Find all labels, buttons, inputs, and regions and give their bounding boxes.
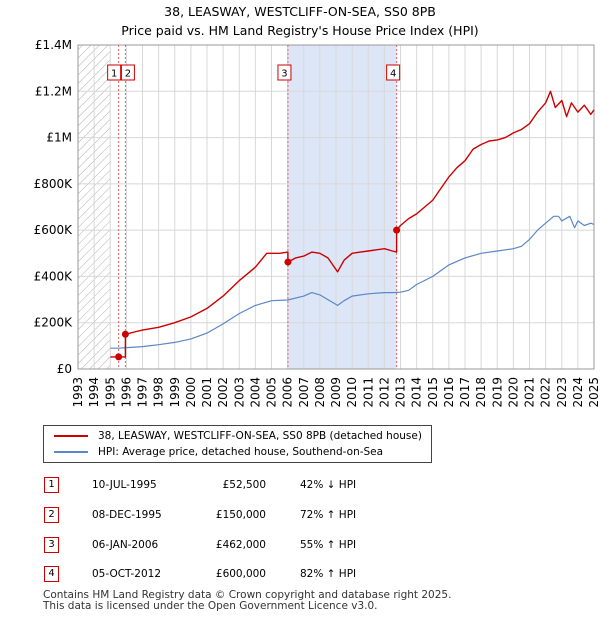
x-tick-label: 1994 — [87, 377, 101, 408]
transaction-date: 10-JUL-1995 — [92, 479, 157, 491]
y-tick-label: £800K — [34, 177, 74, 191]
x-tick-label: 2021 — [523, 377, 537, 408]
legend-hpi-label: HPI: Average price, detached house, Sout… — [98, 446, 384, 458]
sale-2-point — [121, 330, 129, 338]
transaction-price: £150,000 — [215, 509, 266, 521]
legend-hpi-line — [54, 451, 88, 453]
x-tick-label: 2009 — [329, 377, 343, 408]
transaction-price: £52,500 — [222, 479, 266, 491]
y-tick-label: £1.2M — [35, 84, 72, 98]
x-tick-label: 2006 — [281, 377, 295, 408]
sale-1-box — [107, 64, 122, 81]
legend-item-hpi: HPI: Average price, detached house, Sout… — [54, 445, 383, 459]
transaction-hpi-change: 55% ↑ HPI — [300, 539, 357, 551]
x-tick-label: 2018 — [474, 377, 488, 408]
x-tick-label: 2001 — [200, 377, 214, 408]
transaction-hpi-change: 42% ↓ HPI — [300, 479, 357, 491]
x-tick-label: 1995 — [103, 377, 117, 408]
x-tick-label: 2003 — [232, 377, 246, 408]
x-tick-label: 2005 — [265, 377, 279, 408]
transaction-price: £600,000 — [215, 568, 266, 580]
transaction-hpi-change: 72% ↑ HPI — [300, 509, 357, 521]
sale-4-point — [393, 226, 401, 234]
x-tick-label: 2025 — [587, 377, 600, 408]
x-tick-label: 2020 — [506, 377, 520, 408]
sale-3-box-label: 3 — [281, 69, 287, 80]
sale-3-box — [277, 64, 292, 81]
chart-legend: 38, LEASWAY, WESTCLIFF-ON-SEA, SS0 8PB (… — [43, 425, 432, 463]
x-tick-label: 1997 — [136, 377, 150, 408]
x-tick-label: 2000 — [184, 377, 198, 408]
shaded-period — [287, 45, 397, 369]
x-tick-label: 2012 — [377, 377, 391, 408]
sale-1-point — [115, 353, 123, 361]
x-tick-label: 1993 — [71, 377, 85, 408]
y-tick-label: £400K — [34, 269, 74, 283]
legend-property-line — [54, 435, 88, 437]
y-tick-label: £1.4M — [35, 38, 72, 52]
sale-3-point — [284, 258, 292, 266]
transaction-row: 4 05-OCT-2012 £600,000 82% ↑ HPI — [0, 566, 600, 584]
y-tick-label: £0 — [57, 362, 72, 376]
y-tick-label: £1M — [46, 131, 72, 145]
sale-4-box — [386, 64, 401, 81]
x-tick-label: 2014 — [410, 377, 424, 408]
transaction-row: 1 10-JUL-1995 £52,500 42% ↓ HPI — [0, 477, 600, 495]
chart-title: 38, LEASWAY, WESTCLIFF-ON-SEA, SS0 8PB — [164, 4, 436, 19]
x-tick-label: 2019 — [490, 377, 504, 408]
x-tick-label: 2017 — [458, 377, 472, 408]
x-tick-label: 2010 — [345, 377, 359, 408]
footer: Contains HM Land Registry data © Crown c… — [43, 590, 451, 612]
sale-2-box — [120, 64, 135, 81]
footer-copyright: Contains HM Land Registry data © Crown c… — [43, 589, 452, 601]
x-tick-label: 2007 — [297, 377, 311, 408]
x-tick-label: 2016 — [442, 377, 456, 408]
transaction-date: 08-DEC-1995 — [92, 509, 162, 521]
x-tick-label: 1998 — [152, 377, 166, 408]
transaction-number-badge: 1 — [44, 477, 59, 493]
transaction-number-badge: 2 — [44, 507, 59, 523]
hpi-line — [110, 215, 595, 349]
x-tick-label: 2022 — [539, 377, 553, 408]
x-tick-label: 1996 — [119, 377, 133, 408]
transaction-date: 06-JAN-2006 — [92, 539, 159, 551]
plot-border — [77, 44, 595, 370]
x-tick-label: 2008 — [313, 377, 327, 408]
transaction-row: 3 06-JAN-2006 £462,000 55% ↑ HPI — [0, 537, 600, 555]
footer-licence: This data is licensed under the Open Gov… — [43, 600, 378, 612]
property-price-line — [110, 90, 595, 358]
y-tick-label: £600K — [34, 223, 74, 237]
transaction-price: £462,000 — [215, 539, 266, 551]
legend-property-label: 38, LEASWAY, WESTCLIFF-ON-SEA, SS0 8PB (… — [98, 430, 422, 442]
sale-4-box-label: 4 — [390, 69, 396, 80]
x-tick-label: 2004 — [248, 377, 262, 408]
x-tick-label: 2024 — [571, 377, 585, 408]
sale-2-box-label: 2 — [125, 69, 131, 80]
transaction-row: 2 08-DEC-1995 £150,000 72% ↑ HPI — [0, 507, 600, 525]
x-tick-label: 1999 — [168, 377, 182, 408]
transaction-date: 05-OCT-2012 — [92, 568, 161, 580]
x-tick-label: 2013 — [394, 377, 408, 408]
legend-item-property: 38, LEASWAY, WESTCLIFF-ON-SEA, SS0 8PB (… — [54, 429, 422, 443]
y-tick-label: £200K — [34, 316, 74, 330]
transaction-number-badge: 4 — [44, 566, 59, 582]
chart-subtitle: Price paid vs. HM Land Registry's House … — [121, 23, 479, 38]
x-tick-label: 2023 — [555, 377, 569, 408]
x-tick-label: 2015 — [426, 377, 440, 408]
transaction-hpi-change: 82% ↑ HPI — [300, 568, 357, 580]
x-tick-label: 2011 — [361, 377, 375, 408]
transaction-number-badge: 3 — [44, 537, 59, 553]
sale-1-box-label: 1 — [111, 69, 117, 80]
x-tick-label: 2002 — [216, 377, 230, 408]
